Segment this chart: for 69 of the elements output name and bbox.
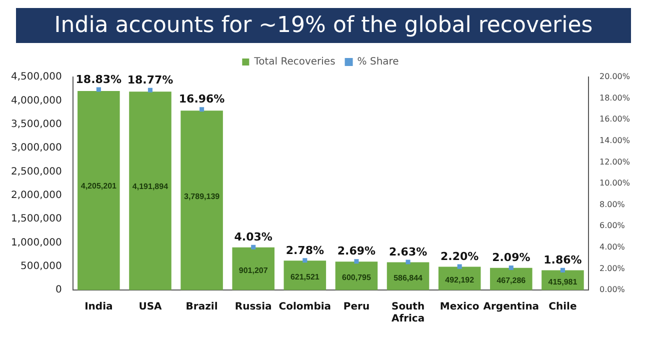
x-tick-label: Brazil (186, 302, 218, 313)
point (96, 87, 101, 92)
data-label: 16.96% (178, 92, 225, 106)
x-tick-label: Argentina (483, 302, 540, 313)
y2-tick-label: 20.00% (599, 72, 630, 82)
data-label: 621,521 (290, 272, 320, 282)
chart-title: India accounts for ~19% of the global recoveries (16, 8, 631, 43)
y-tick-label: 500,000 (20, 260, 62, 272)
x-tick-label: Peru (343, 302, 370, 313)
data-label: 2.63% (388, 245, 428, 258)
point (354, 259, 359, 264)
data-label: 492,192 (445, 276, 475, 285)
point (406, 260, 410, 264)
data-label: 18.77% (127, 73, 174, 86)
point (508, 265, 514, 270)
data-label: 2.09% (492, 251, 530, 264)
legend-label: % Share (357, 56, 399, 68)
point (148, 88, 152, 92)
y2-tick-label: 4.00% (599, 242, 626, 252)
y2-tick-label: 8.00% (599, 200, 626, 209)
y-tick-label: 3,000,000 (10, 142, 62, 154)
data-label: 18.83% (76, 72, 122, 86)
y2-tick-label: 14.00% (599, 136, 630, 145)
y2-tick-label: 10.00% (599, 178, 630, 188)
y2-tick-label: 2.00% (599, 264, 626, 273)
bar (232, 247, 274, 290)
data-label: 1.86% (544, 254, 582, 267)
point (200, 107, 204, 112)
data-label: 600,795 (342, 272, 372, 282)
data-label: 2.20% (440, 250, 479, 263)
y2-tick-label: 12.00% (599, 157, 630, 166)
y2-tick-label: 6.00% (599, 221, 626, 230)
x-tick-label: Mexico (440, 302, 480, 313)
data-label: 2.78% (286, 244, 324, 257)
bar (284, 260, 326, 290)
y2-tick-label: 0.00% (599, 285, 626, 294)
point (560, 268, 565, 272)
data-label: 586,844 (394, 273, 424, 282)
x-tick-label: South Africa (391, 302, 425, 325)
y-tick-label: 1,500,000 (10, 214, 62, 225)
x-tick-label: India (84, 302, 113, 313)
point (302, 258, 308, 263)
x-tick-label: Russia (234, 302, 272, 313)
x-tick-label: Colombia (278, 302, 332, 313)
y-tick-label: 2,500,000 (10, 166, 62, 178)
data-label: 4,191,894 (132, 182, 169, 192)
bar (78, 90, 120, 290)
data-label: 467,286 (496, 276, 526, 286)
y-tick-label: 4,000,000 (10, 95, 62, 106)
data-label: 901,207 (238, 266, 268, 275)
data-label: 4.03% (234, 230, 272, 244)
y2-tick-label: 16.00% (599, 114, 630, 124)
point (457, 264, 462, 269)
bar (180, 110, 223, 290)
legend-label: Total Recoveries (253, 56, 336, 68)
x-tick-label: USA (138, 302, 162, 313)
y2-tick-label: 18.00% (599, 93, 630, 102)
y-tick-label: 1,000,000 (10, 237, 62, 248)
point (251, 244, 256, 250)
x-tick-label: Chile (548, 302, 577, 313)
y-tick-label: 0 (56, 284, 62, 296)
data-label: 415,981 (548, 277, 578, 286)
bar (129, 92, 172, 290)
data-label: 3,789,139 (184, 192, 220, 201)
y-tick-label: 4,500,000 (10, 72, 62, 83)
data-label: 4,205,201 (80, 182, 118, 191)
y-tick-label: 2,000,000 (10, 190, 62, 201)
y-tick-label: 3,500,000 (10, 118, 62, 130)
data-label: 2.69% (337, 244, 376, 258)
